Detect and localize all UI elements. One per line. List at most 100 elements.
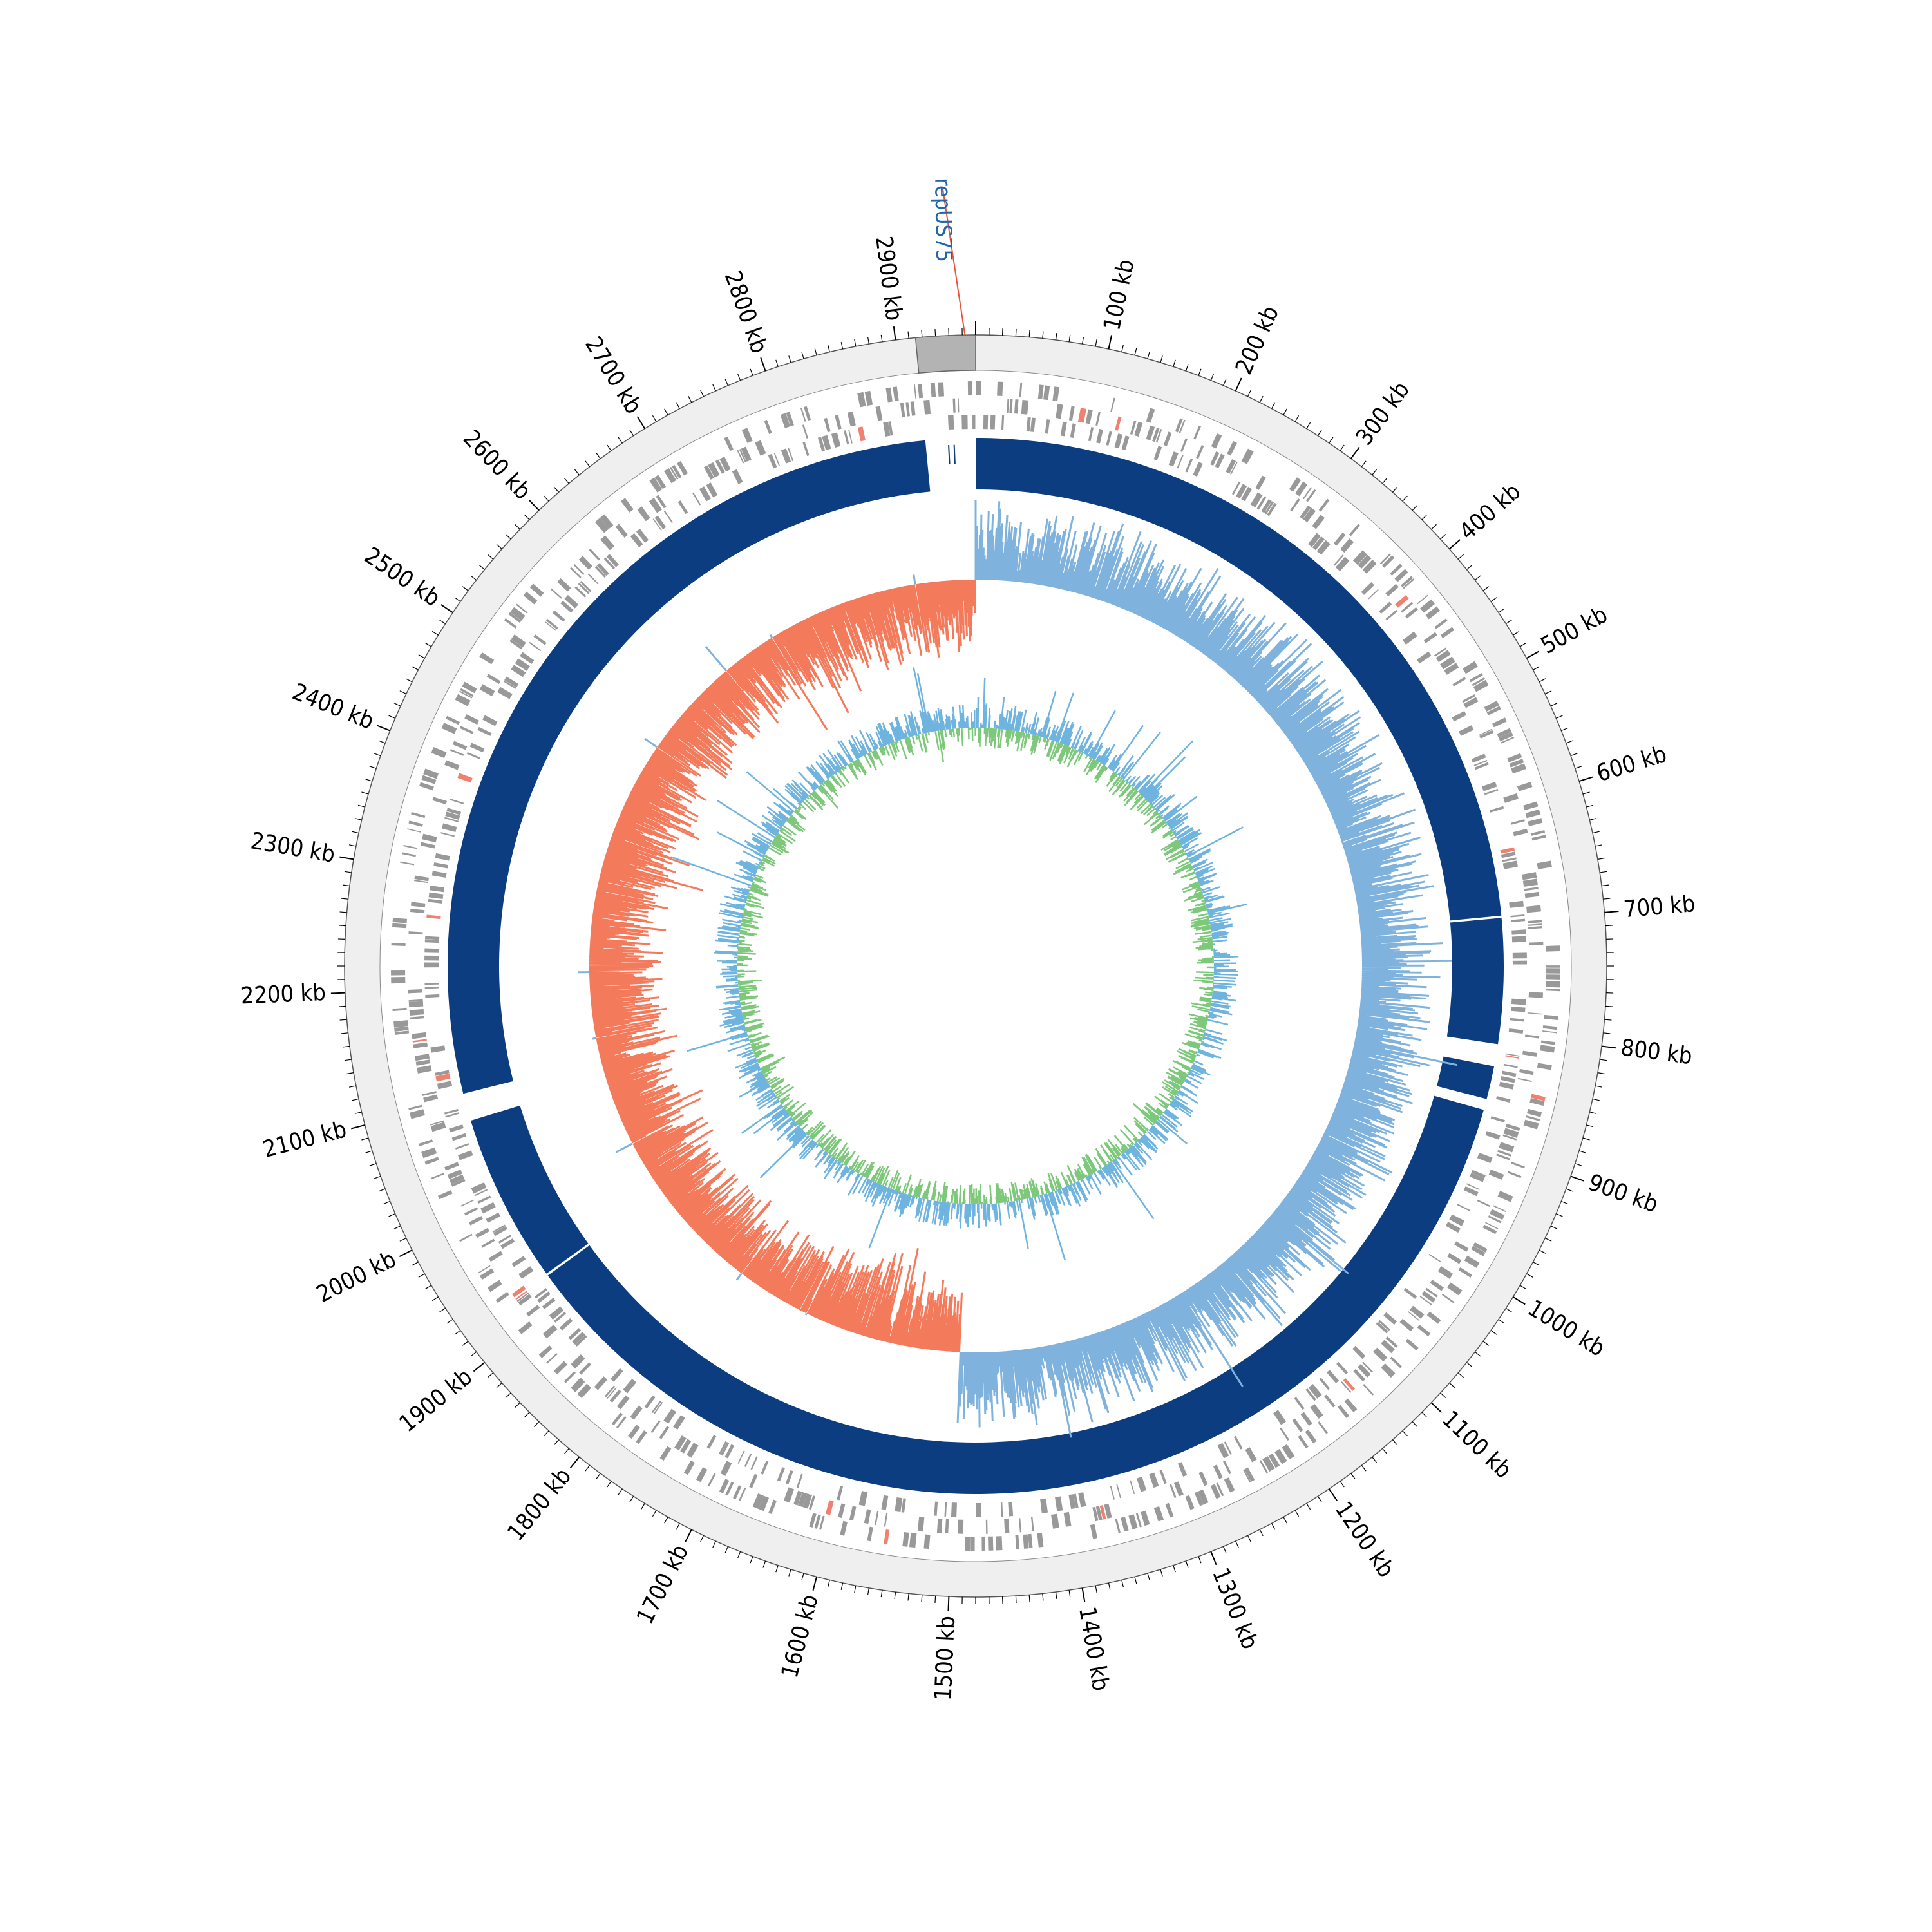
cds-feature <box>460 726 474 734</box>
cds-feature <box>1526 1108 1542 1117</box>
cds-feature <box>594 518 609 533</box>
cds-feature <box>857 426 866 442</box>
minor-tick <box>1589 1112 1597 1114</box>
minor-tick <box>1294 1510 1300 1517</box>
cds-feature <box>1280 1428 1290 1441</box>
cds-feature <box>1525 809 1540 819</box>
minor-tick <box>515 524 520 530</box>
minor-tick <box>439 1307 446 1312</box>
cds-feature <box>1373 1347 1388 1362</box>
cds-feature <box>1447 1282 1463 1296</box>
cds-feature <box>808 1495 815 1510</box>
minor-tick <box>361 791 369 795</box>
cds-feature <box>447 1170 462 1179</box>
cds-feature <box>1236 484 1247 498</box>
cds-feature <box>930 383 936 397</box>
cds-feature <box>407 828 421 833</box>
cds-feature <box>840 1520 848 1536</box>
cds-feature <box>1510 1018 1524 1022</box>
cds-feature <box>1546 981 1560 988</box>
cds-feature <box>424 962 439 968</box>
cds-feature <box>493 1226 507 1236</box>
cds-feature <box>1501 851 1516 858</box>
cds-feature <box>423 1094 439 1103</box>
cds-feature <box>412 1039 427 1043</box>
cds-feature <box>1362 1361 1374 1373</box>
cds-feature <box>1542 1030 1557 1034</box>
minor-tick <box>1382 1448 1388 1455</box>
cds-feature <box>796 1473 803 1488</box>
cds-feature <box>570 567 582 578</box>
cds-feature <box>1060 421 1067 437</box>
minor-tick <box>1372 1457 1378 1463</box>
cds-feature <box>1505 1053 1520 1057</box>
cds-feature <box>535 1288 547 1299</box>
cds-feature <box>1528 920 1542 923</box>
cds-feature <box>393 1020 408 1028</box>
cds-feature <box>1177 1462 1188 1477</box>
cds-feature <box>600 535 615 551</box>
cds-feature <box>1019 1518 1022 1533</box>
cds-feature <box>392 1007 407 1012</box>
cds-feature <box>460 688 474 697</box>
minor-tick <box>585 460 591 467</box>
cds-feature <box>411 811 426 819</box>
cds-feature <box>455 1143 469 1150</box>
cds-feature <box>430 1120 444 1126</box>
minor-tick <box>814 348 817 355</box>
cds-feature <box>677 460 688 476</box>
cds-feature <box>1376 1321 1389 1334</box>
cds-feature <box>486 1212 501 1223</box>
minor-tick <box>1147 352 1150 359</box>
minor-tick <box>1595 844 1603 847</box>
coverage-segment <box>1446 918 1504 1045</box>
cds-feature <box>1495 1095 1511 1103</box>
minor-tick <box>1108 1582 1111 1590</box>
cds-feature <box>1410 1305 1425 1319</box>
cds-feature <box>1510 819 1525 825</box>
cds-feature <box>1312 515 1325 529</box>
cds-feature <box>787 447 794 462</box>
minor-tick <box>1578 1150 1586 1153</box>
minor-tick <box>357 804 365 808</box>
cds-feature <box>421 1147 437 1159</box>
cds-feature <box>1349 524 1361 536</box>
minor-tick <box>544 495 549 502</box>
minor-tick <box>1392 1439 1398 1446</box>
cds-feature <box>487 1280 502 1293</box>
minor-tick <box>1235 1540 1239 1548</box>
minor-tick <box>1556 715 1563 719</box>
cds-feature <box>1526 1115 1540 1121</box>
minor-tick <box>1121 1580 1124 1587</box>
tick-label: 2600 kb <box>458 425 536 505</box>
cds-feature <box>1198 1471 1208 1486</box>
minor-tick <box>1382 477 1388 484</box>
cds-feature <box>1312 536 1325 551</box>
tick-label: 300 kb <box>1351 377 1415 450</box>
cds-feature <box>459 690 473 699</box>
cds-feature <box>1149 1472 1159 1488</box>
minor-tick <box>374 1175 381 1179</box>
cds-feature <box>1452 677 1466 687</box>
minor-tick <box>1028 1595 1030 1602</box>
cds-feature <box>403 844 418 849</box>
cds-feature <box>1316 540 1331 555</box>
minor-tick <box>1121 345 1124 352</box>
cds-feature <box>822 435 831 451</box>
minor-tick <box>1068 334 1071 342</box>
cds-feature <box>653 1401 663 1414</box>
minor-tick <box>553 486 559 493</box>
cds-feature <box>444 817 459 822</box>
cds-feature <box>901 1498 906 1513</box>
cds-feature <box>1305 1388 1316 1401</box>
cds-feature <box>421 775 437 784</box>
cds-feature <box>609 1389 621 1403</box>
cds-feature <box>1395 595 1409 608</box>
cds-feature <box>1496 1153 1510 1160</box>
cds-feature <box>542 1298 556 1310</box>
minor-tick <box>1539 678 1546 683</box>
cds-feature <box>724 436 734 451</box>
cds-feature <box>630 1405 643 1420</box>
cds-feature <box>391 976 406 984</box>
minor-tick <box>515 1402 520 1408</box>
